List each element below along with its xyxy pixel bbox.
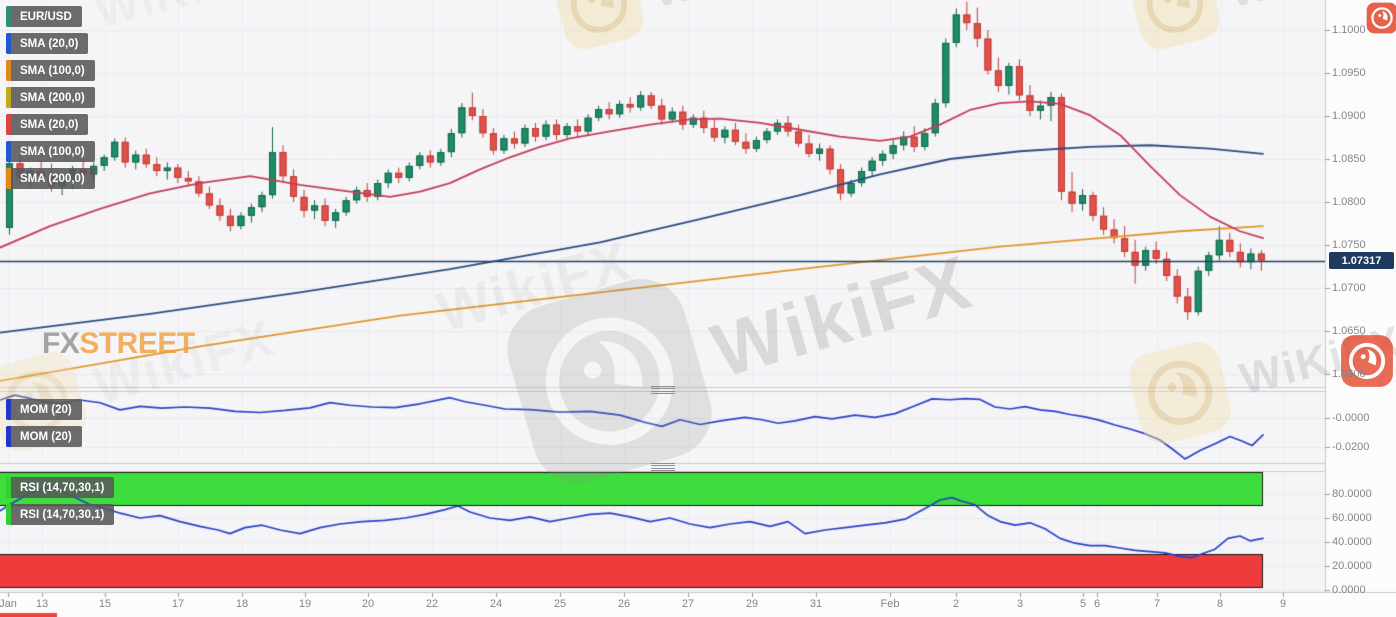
x-axis-tick-label: 13: [35, 598, 49, 610]
y-axis-tick-label: -0.0200: [1332, 441, 1370, 453]
fxstreet-logo-street: STREET: [79, 327, 195, 360]
y-axis-tick-label: 1.0650: [1332, 325, 1366, 337]
legend-label: SMA (100,0): [20, 64, 85, 77]
x-axis-tick-label: 20: [361, 598, 375, 610]
momentum-legend: MOM (20) MOM (20): [6, 399, 82, 447]
legend-label: SMA (100,0): [20, 145, 85, 158]
legend-label: RSI (14,70,30,1): [20, 508, 105, 521]
x-axis-tick-label: 3: [1016, 598, 1024, 610]
legend-label: SMA (200,0): [20, 172, 85, 185]
fxstreet-logo-fx: FX: [42, 327, 80, 360]
legend-label: SMA (200,0): [20, 91, 85, 104]
legend-item[interactable]: SMA (100,0): [6, 141, 95, 162]
legend-color-bar-icon: [6, 87, 11, 108]
legend-color-bar-icon: [6, 477, 11, 498]
x-axis-tick-label: 6: [1093, 598, 1101, 610]
x-axis-tick-label: 7: [1153, 598, 1161, 610]
legend-item[interactable]: MOM (20): [6, 426, 82, 447]
legend-label: MOM (20): [20, 430, 72, 443]
legend-label: MOM (20): [20, 403, 72, 416]
y-axis-tick-label: 1.0800: [1332, 196, 1366, 208]
x-axis-tick-label: 24: [489, 598, 503, 610]
x-axis-tick-label: 31: [809, 598, 823, 610]
panel-splitter-rsi[interactable]: [651, 463, 675, 471]
legend-item[interactable]: EUR/USD: [6, 6, 82, 27]
legend-item[interactable]: RSI (14,70,30,1): [6, 477, 115, 498]
y-axis-tick-label: 40.0000: [1332, 536, 1372, 548]
x-axis-tick-label: 19: [298, 598, 312, 610]
x-axis-tick-label: 29: [745, 598, 759, 610]
x-axis-tick-label: 27: [681, 598, 695, 610]
legend-label: EUR/USD: [20, 10, 72, 23]
legend-item[interactable]: MOM (20): [6, 399, 82, 420]
legend-color-bar-icon: [6, 504, 11, 525]
x-axis-tick-label: 18: [235, 598, 249, 610]
fxstreet-logo: FXSTREET: [42, 329, 195, 359]
legend-color-bar-icon: [6, 141, 11, 162]
x-axis-tick-label: 17: [171, 598, 185, 610]
y-axis-tick-label: 60.0000: [1332, 512, 1372, 524]
legend-item[interactable]: SMA (200,0): [6, 168, 95, 189]
y-axis-tick-label: 1.0600: [1332, 368, 1366, 380]
rsi-legend: RSI (14,70,30,1) RSI (14,70,30,1): [6, 477, 115, 525]
x-axis-tick-label: 9: [1279, 598, 1287, 610]
legend-item[interactable]: RSI (14,70,30,1): [6, 504, 115, 525]
legend-color-bar-icon: [6, 33, 11, 54]
panel-splitter-momentum[interactable]: [651, 386, 675, 394]
y-axis-tick-label: 1.0950: [1332, 67, 1366, 79]
y-axis-tick-label: -0.0000: [1332, 412, 1370, 424]
y-axis-tick-label: 1.0850: [1332, 153, 1366, 165]
legend-item[interactable]: SMA (200,0): [6, 87, 95, 108]
x-axis-tick-label: 26: [617, 598, 631, 610]
y-axis-tick-label: 1.0750: [1332, 239, 1366, 251]
y-axis-tick-label: 0.0000: [1332, 584, 1366, 596]
x-axis-tick-label: 2: [952, 598, 960, 610]
y-axis-tick-label: 1.0900: [1332, 110, 1366, 122]
legend-color-bar-icon: [6, 60, 11, 81]
y-axis-tick-label: 80.0000: [1332, 488, 1372, 500]
legend-label: SMA (20,0): [20, 118, 79, 131]
legend-color-bar-icon: [6, 6, 11, 27]
x-axis-tick-label: 8: [1216, 598, 1224, 610]
x-axis-tick-label: 22: [425, 598, 439, 610]
legend-item[interactable]: SMA (20,0): [6, 114, 89, 135]
legend-label: RSI (14,70,30,1): [20, 481, 105, 494]
legend-color-bar-icon: [6, 399, 11, 420]
y-axis-tick-label: 20.0000: [1332, 560, 1372, 572]
legend-item[interactable]: SMA (100,0): [6, 60, 95, 81]
legend-color-bar-icon: [6, 426, 11, 447]
y-axis-tick-label: 1.1000: [1332, 24, 1366, 36]
legend-color-bar-icon: [6, 168, 11, 189]
x-axis-tick-label: 5: [1079, 598, 1087, 610]
last-price-badge: 1.07317: [1329, 252, 1394, 269]
price-legend: EUR/USD SMA (20,0) SMA (100,0) SMA (200,0) S…: [6, 6, 95, 189]
x-axis-tick-label: Jan: [0, 598, 17, 610]
x-axis-tick-label: 15: [98, 598, 112, 610]
legend-color-bar-icon: [6, 114, 11, 135]
y-axis-tick-label: 1.0700: [1332, 282, 1366, 294]
legend-label: SMA (20,0): [20, 37, 79, 50]
x-axis-tick-label: 25: [553, 598, 567, 610]
x-axis-tick-label: Feb: [880, 598, 900, 610]
legend-item[interactable]: SMA (20,0): [6, 33, 89, 54]
